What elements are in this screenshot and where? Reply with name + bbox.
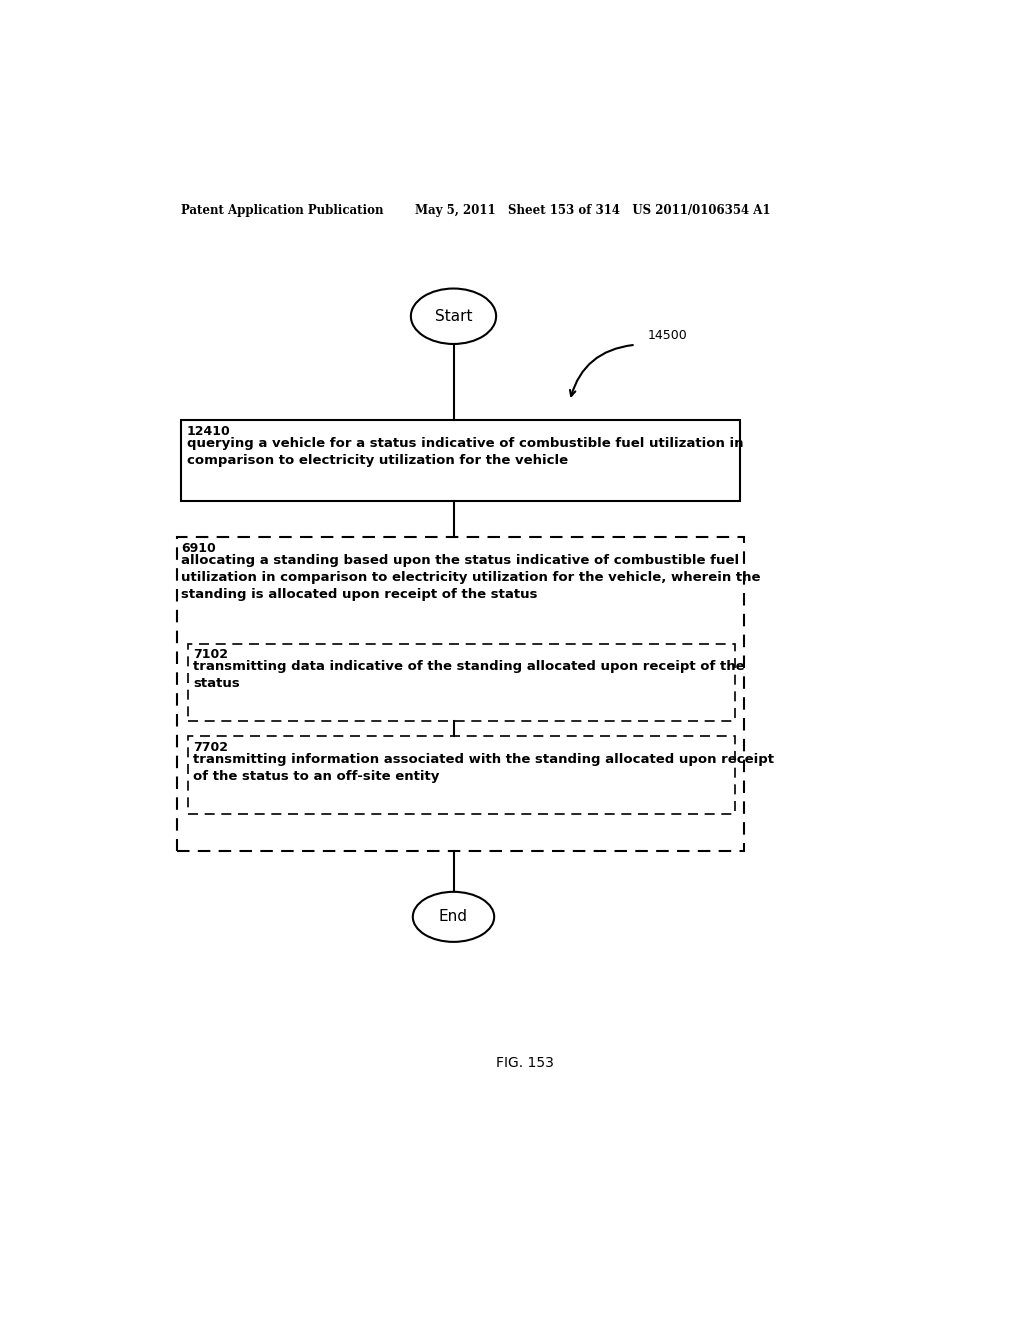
Text: transmitting information associated with the standing allocated upon receipt
of : transmitting information associated with… — [194, 752, 774, 783]
Text: Patent Application Publication: Patent Application Publication — [180, 205, 383, 218]
Text: 14500: 14500 — [647, 329, 687, 342]
Bar — [188, 644, 735, 721]
Ellipse shape — [411, 289, 496, 345]
Text: End: End — [439, 909, 468, 924]
Text: Start: Start — [435, 309, 472, 323]
Text: 7702: 7702 — [194, 741, 228, 754]
Text: 7102: 7102 — [194, 648, 228, 661]
Bar — [177, 537, 744, 851]
Text: allocating a standing based upon the status indicative of combustible fuel
utili: allocating a standing based upon the sta… — [181, 554, 761, 601]
Ellipse shape — [413, 892, 495, 942]
Text: 6910: 6910 — [181, 543, 216, 554]
Bar — [180, 420, 740, 502]
Text: transmitting data indicative of the standing allocated upon receipt of the
statu: transmitting data indicative of the stan… — [194, 660, 744, 690]
Text: 12410: 12410 — [187, 425, 230, 438]
Text: querying a vehicle for a status indicative of combustible fuel utilization in
co: querying a vehicle for a status indicati… — [187, 437, 743, 467]
Text: FIG. 153: FIG. 153 — [496, 1056, 554, 1071]
Bar — [188, 737, 735, 814]
Text: May 5, 2011   Sheet 153 of 314   US 2011/0106354 A1: May 5, 2011 Sheet 153 of 314 US 2011/010… — [415, 205, 770, 218]
